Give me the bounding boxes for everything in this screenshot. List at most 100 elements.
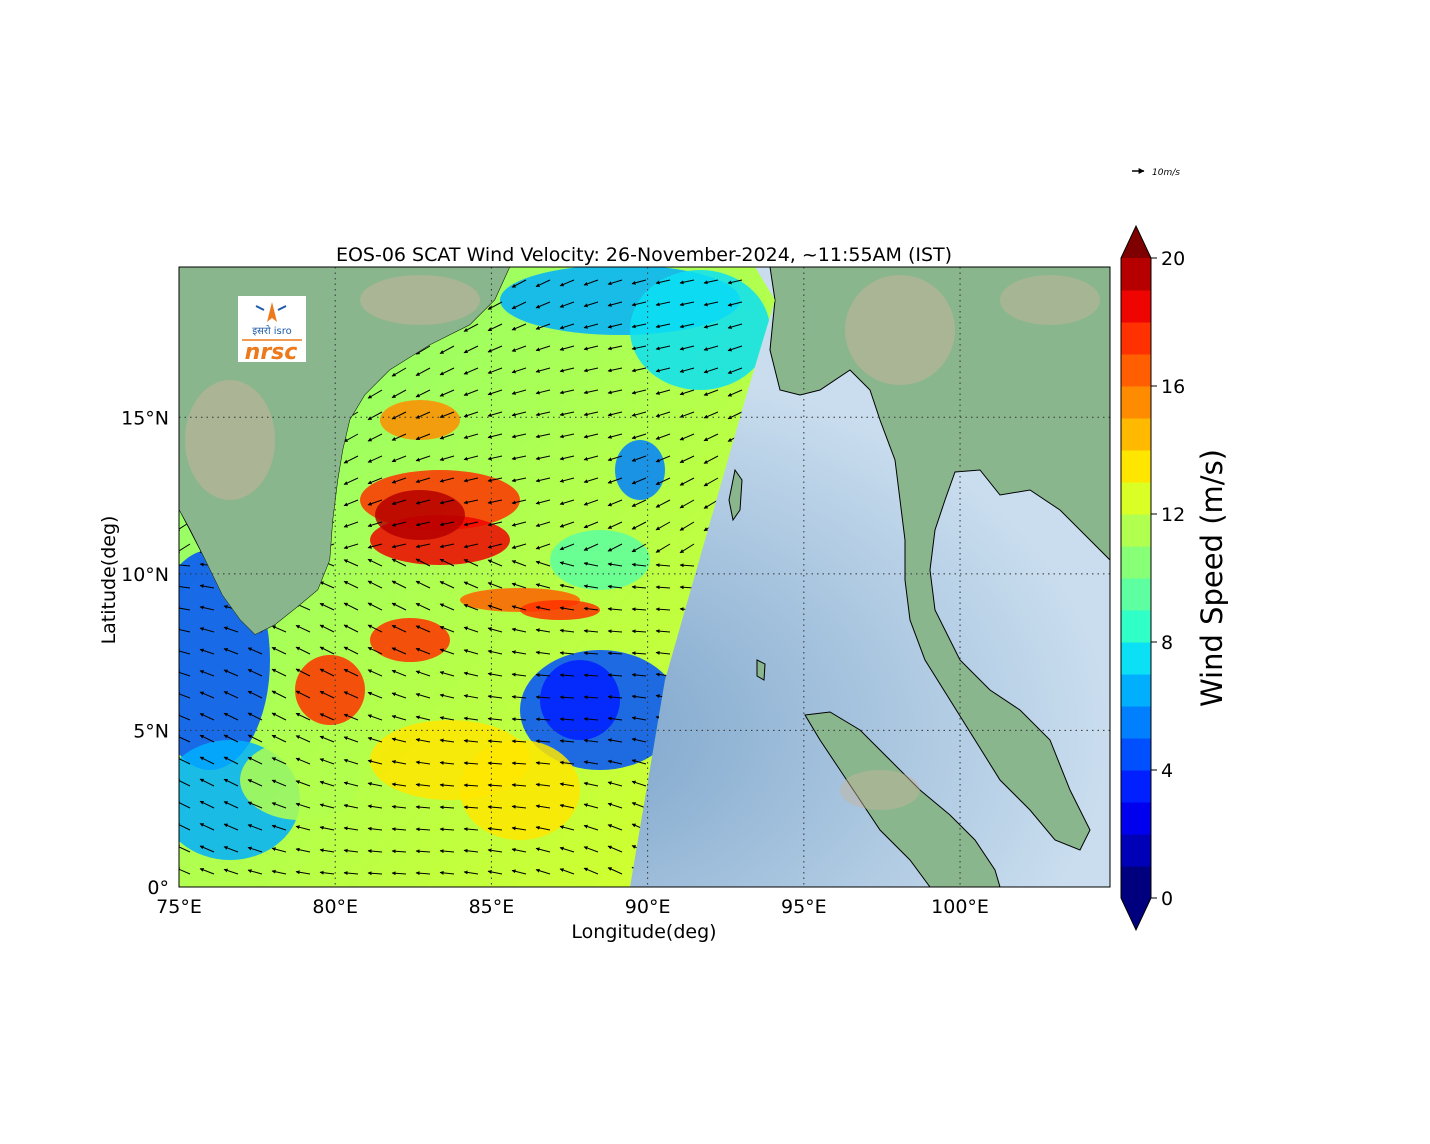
- colorbar-segment: [1121, 354, 1151, 387]
- wind-arrow: [415, 805, 431, 810]
- wind-arrow: [727, 367, 743, 374]
- wind-arrow: [391, 558, 407, 567]
- wind-arrow: [319, 624, 335, 633]
- wind-arrow: [631, 455, 647, 462]
- colorbar-tick-label: 8: [1161, 632, 1173, 654]
- wind-arrow: [511, 739, 527, 744]
- wind-arrow: [703, 367, 719, 374]
- wind-arrow: [439, 827, 455, 832]
- colorbar-segment: [1121, 834, 1151, 867]
- wind-arrow: [511, 345, 527, 352]
- colorbar-segment: [1121, 866, 1151, 899]
- wind-arrow: [535, 825, 551, 831]
- wind-arrow: [511, 869, 527, 875]
- relief-patch: [1000, 275, 1100, 325]
- wind-arrow: [511, 433, 527, 439]
- wind-arrow: [583, 803, 599, 809]
- wind-arrow: [487, 477, 503, 483]
- wind-arrow: [607, 759, 623, 765]
- wind-arrow: [655, 629, 671, 634]
- wind-arrow: [631, 345, 647, 351]
- wind-arrow: [199, 670, 215, 677]
- wind-arrow: [343, 559, 359, 567]
- wind-arrow: [391, 871, 407, 876]
- wind-arrow: [631, 367, 647, 373]
- wind-arrow: [535, 367, 551, 373]
- wind-arrow: [439, 760, 455, 765]
- wind-arrow: [703, 301, 719, 307]
- wind-arrow: [343, 691, 359, 699]
- wind-arrow: [439, 433, 455, 440]
- wind-arrow: [271, 779, 287, 787]
- wind-arrow: [439, 671, 455, 677]
- wind-arrow: [319, 803, 335, 809]
- wind-arrow: [343, 455, 359, 464]
- wind-speed-patch: [370, 618, 450, 662]
- wind-arrow: [631, 672, 647, 677]
- wind-arrow: [607, 802, 623, 809]
- wind-arrow: [655, 279, 671, 285]
- wind-arrow: [295, 757, 311, 765]
- wind-arrow: [179, 670, 191, 677]
- wind-arrow: [535, 323, 551, 330]
- wind-arrow: [415, 871, 431, 876]
- wind-arrow: [391, 477, 407, 484]
- wind-arrow: [367, 389, 383, 399]
- wind-arrow: [535, 605, 551, 611]
- wind-arrow: [583, 521, 599, 529]
- wind-arrow: [439, 648, 455, 655]
- wind-arrow: [583, 367, 599, 373]
- wind-arrow: [535, 782, 551, 787]
- wind-arrow: [679, 279, 695, 285]
- map-frame: [178, 266, 1111, 888]
- wind-arrow: [655, 411, 671, 418]
- wind-arrow: [247, 669, 263, 677]
- wind-arrow: [607, 477, 623, 484]
- wind-arrow: [559, 477, 575, 483]
- wind-arrow: [607, 521, 623, 529]
- wind-arrow: [415, 647, 431, 655]
- wind-arrow: [607, 694, 623, 699]
- wind-arrow: [487, 869, 503, 875]
- wind-arrow: [583, 867, 599, 875]
- wind-arrow: [271, 668, 287, 677]
- wind-arrow: [535, 521, 551, 528]
- wind-arrow: [439, 783, 455, 788]
- wind-arrow: [727, 301, 743, 307]
- wind-arrow: [631, 477, 647, 485]
- wind-arrow: [319, 848, 335, 853]
- wind-arrow: [679, 389, 695, 396]
- wind-arrow: [247, 690, 263, 699]
- wind-arrow: [439, 849, 455, 854]
- rocket-icon: [267, 302, 277, 322]
- wind-arrow: [367, 411, 383, 421]
- wind-arrow: [391, 804, 407, 809]
- colorbar-segment: [1121, 706, 1151, 739]
- wind-arrow: [295, 624, 311, 633]
- colorbar-segment: [1121, 770, 1151, 803]
- wind-arrow: [463, 694, 479, 699]
- wind-arrow: [463, 323, 479, 332]
- wind-arrow: [535, 868, 551, 875]
- wind-arrow: [511, 582, 527, 589]
- wind-arrow: [271, 690, 287, 699]
- wind-arrow: [343, 477, 359, 485]
- x-tick-label: 75°E: [156, 896, 202, 918]
- wind-arrow: [631, 499, 647, 507]
- wind-arrow: [343, 499, 359, 507]
- colorbar-tick-label: 0: [1161, 888, 1173, 910]
- wind-arrow: [607, 867, 623, 875]
- wind-arrow: [607, 651, 623, 656]
- wind-arrow: [343, 646, 359, 655]
- wind-arrow: [343, 433, 359, 443]
- wind-arrow: [487, 367, 503, 374]
- wind-arrow: [607, 279, 623, 286]
- wind-arrow: [415, 625, 431, 633]
- wind-arrow: [463, 604, 479, 611]
- wind-arrow: [367, 477, 383, 485]
- wind-arrow: [199, 734, 215, 743]
- wind-arrow: [607, 455, 623, 462]
- wind-arrow: [559, 673, 575, 678]
- colorbar-tick-label: 4: [1161, 760, 1173, 782]
- wind-arrow: [223, 691, 239, 699]
